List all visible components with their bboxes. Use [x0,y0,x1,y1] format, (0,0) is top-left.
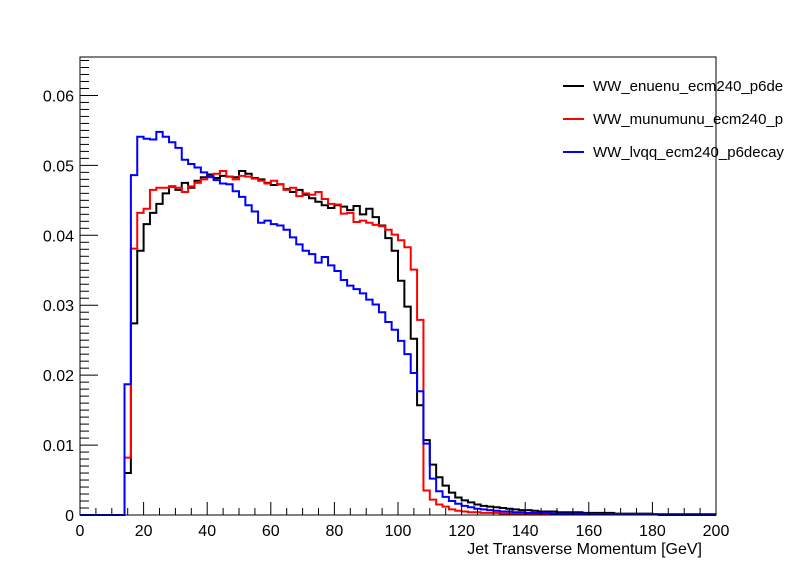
x-axis-title: Jet Transverse Momentum [GeV] [467,541,702,558]
x-tick-label: 140 [512,523,539,540]
y-tick-label: 0.06 [43,88,74,105]
y-tick-label: 0.01 [43,438,74,455]
x-tick-label: 100 [385,523,412,540]
legend-item: WW_enuenu_ecm240_p6de [563,78,783,95]
x-tick-label: 20 [135,523,153,540]
y-tick-label: 0.03 [43,298,74,315]
legend-label: WW_enuenu_ecm240_p6de [593,78,783,95]
series-line [80,130,716,516]
y-tick-label: 0.04 [43,228,74,245]
x-tick-label: 60 [262,523,280,540]
axis-layer: 0 20 40 60 80 100 120 140 160 180 200 0 0.01 0.02 0.03… [43,59,730,540]
x-tick-label: 0 [76,523,85,540]
x-tick-label: 180 [639,523,666,540]
x-tick-label: 40 [198,523,216,540]
y-tick-label: 0.02 [43,368,74,385]
x-tick-label: 200 [703,523,730,540]
legend-item: WW_munumunu_ecm240_p [563,111,783,128]
y-tick-label: 0.05 [43,158,74,175]
x-tick-label: 160 [575,523,602,540]
legend-label: WW_lvqq_ecm240_p6decay [593,144,784,161]
x-tick-label: 80 [326,523,344,540]
series-3 [80,130,716,516]
y-tick-label: 0 [65,508,74,525]
x-tick-label: 120 [448,523,475,540]
legend-label: WW_munumunu_ecm240_p [593,111,783,128]
legend-item: WW_lvqq_ecm240_p6decay [563,144,784,161]
legend: WW_enuenu_ecm240_p6de WW_munumunu_ecm240_… [563,78,784,161]
